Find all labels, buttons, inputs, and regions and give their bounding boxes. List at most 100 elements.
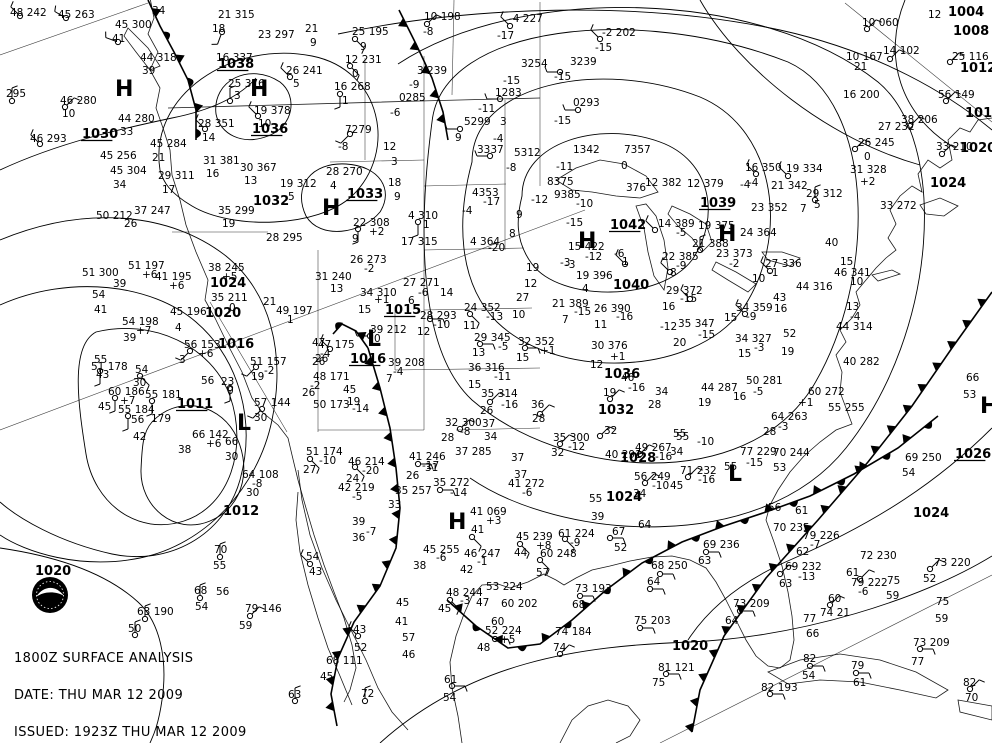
station-circle — [641, 479, 649, 487]
station-obs — [423, 14, 442, 28]
station-text: 27 — [303, 464, 316, 476]
wind-barb-shaft — [351, 67, 360, 76]
coastline — [449, 117, 992, 743]
station-text: -8 — [423, 26, 433, 38]
wind-barb-tick — [199, 582, 206, 586]
station-text: 43 — [353, 624, 366, 636]
station-text: 35 347 — [678, 318, 715, 330]
station-text: +1 — [374, 294, 389, 306]
station-text: 34 327 — [735, 333, 772, 345]
state-border — [329, 159, 425, 163]
graticule-line — [659, 574, 992, 743]
stationary-front-line — [446, 415, 939, 649]
station-text: 33 — [388, 499, 401, 511]
station-text: -14 — [352, 403, 369, 415]
station-text: 56 153 — [184, 339, 221, 351]
station-text: 56 — [131, 414, 145, 426]
station-text: 63 — [698, 555, 711, 567]
wind-barb-tick — [484, 93, 488, 100]
coastline — [167, 97, 541, 109]
station-circle — [536, 556, 544, 564]
pressure-label: 1032 — [253, 194, 289, 209]
station-text: 42 — [133, 431, 146, 443]
front-triangle — [381, 560, 391, 570]
station-text: 21 389 — [552, 298, 589, 310]
station-circle — [226, 97, 234, 105]
front-semicircle — [602, 586, 611, 595]
station-obs — [474, 150, 494, 160]
station-text: 46 280 — [60, 95, 97, 107]
station-text: 4 — [175, 322, 182, 334]
station-text: 41 195 — [155, 271, 192, 283]
front-triangle — [870, 445, 881, 455]
wind-barb-tick — [122, 428, 129, 432]
station-obs — [351, 35, 365, 54]
station-text: 26 390 — [594, 303, 631, 315]
station-text: 15 — [738, 348, 751, 360]
station-circle — [942, 97, 950, 105]
station-text: 12 — [383, 141, 396, 153]
wind-barb-tick — [752, 610, 756, 617]
station-circle — [354, 225, 362, 233]
station-text: 23 297 — [258, 29, 295, 41]
wind-barb-shaft — [311, 460, 320, 469]
station-text: 40 — [825, 237, 838, 249]
front-semicircle — [690, 535, 701, 542]
station-text: 73 193 — [575, 583, 612, 595]
station-circle — [446, 596, 454, 604]
station-circle — [456, 125, 464, 133]
wind-barb-tick — [778, 161, 782, 168]
station-text: 54 — [306, 551, 320, 563]
front-triangle — [813, 485, 822, 495]
front-semicircle — [644, 557, 654, 565]
wind-barb-tick — [548, 404, 555, 408]
station-text: 34 — [633, 488, 647, 500]
station-text: 45 263 — [58, 9, 95, 21]
station-text: 48 244 — [446, 587, 483, 599]
station-circle — [346, 130, 354, 138]
pressure-label: 1024 — [210, 276, 246, 291]
station-text: 15 — [516, 352, 529, 364]
station-text: +1 — [610, 351, 625, 363]
station-text: 72 — [361, 688, 374, 700]
wind-barb-shaft — [641, 444, 650, 453]
station-obs — [486, 392, 505, 406]
station-text: 31 — [425, 462, 438, 474]
station-text: 6 — [408, 295, 415, 307]
station-text: 28 — [648, 399, 661, 411]
wind-barb-tick — [760, 256, 764, 263]
station-text: 14 102 — [883, 45, 920, 57]
wind-barb-shaft — [195, 119, 204, 128]
front-triangle — [786, 543, 796, 553]
station-text: 64 — [725, 615, 739, 627]
wind-barb-tick — [456, 608, 460, 615]
station-circle — [16, 12, 24, 20]
station-text: 79 226 — [803, 530, 840, 542]
station-text: 55 — [213, 560, 226, 572]
wind-barb-tick — [478, 545, 482, 552]
station-text: -9 — [676, 260, 686, 272]
station-obs — [561, 535, 575, 554]
wind-barb-tick — [356, 74, 360, 81]
station-text: 1 — [423, 219, 430, 231]
station-text: 19 — [698, 397, 711, 409]
pressure-label: 1042 — [610, 218, 646, 233]
station-obs — [320, 334, 334, 353]
station-obs — [576, 592, 596, 602]
station-text: 12 231 — [345, 54, 382, 66]
station-text: 44 280 — [118, 113, 155, 125]
station-text: 51 197 — [128, 260, 165, 272]
wind-barb-shaft — [500, 16, 509, 25]
station-text: 68 111 — [326, 655, 363, 667]
station-obs — [500, 11, 514, 30]
station-text: 49 267 — [635, 442, 672, 454]
wind-barb-tick — [838, 595, 845, 599]
station-text: 31 328 — [850, 164, 887, 176]
wind-barb-tick — [175, 357, 182, 361]
station-text: -10 — [433, 319, 450, 331]
station-text: 47 — [476, 597, 489, 609]
station-text: 30 — [133, 377, 146, 389]
station-text: 21 342 — [771, 180, 808, 192]
wind-barb-tick — [229, 85, 236, 89]
